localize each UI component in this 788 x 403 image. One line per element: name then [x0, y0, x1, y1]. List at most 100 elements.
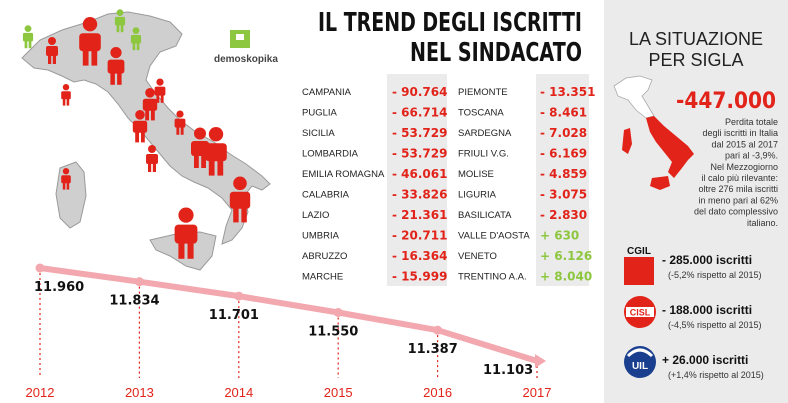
mini-map-sicily — [650, 176, 670, 190]
region-value: - 2.830 — [540, 208, 587, 222]
region-value: - 15.999 — [392, 270, 447, 284]
region-name: BASILICATA — [458, 210, 512, 221]
region-value: - 16.364 — [392, 249, 447, 263]
region-name: TRENTINO A.A. — [458, 272, 527, 283]
panel-description-line: degli iscritti in Italia — [702, 128, 778, 138]
trend-value-label: 11.701 — [209, 308, 259, 323]
region-value: - 7.028 — [540, 126, 587, 140]
uil-change: + 26.000 iscritti — [662, 353, 748, 367]
region-name: FRIULI V.G. — [458, 149, 509, 160]
year-label: 2015 — [324, 385, 353, 400]
cisl-logo-band — [626, 307, 654, 317]
region-value: - 4.859 — [540, 167, 587, 181]
panel-title-line1: LA SITUAZIONE — [629, 29, 763, 49]
region-name: PUGLIA — [302, 108, 338, 119]
title-line1: IL TREND DEGLI ISCRITTI — [318, 8, 582, 38]
region-name: PIEMONTE — [458, 87, 508, 98]
region-value: + 8.040 — [540, 270, 592, 284]
region-name: SARDEGNA — [458, 128, 512, 139]
trend-point — [333, 307, 343, 317]
region-value: - 46.061 — [392, 167, 447, 181]
region-name: TOSCANA — [458, 108, 504, 119]
trend-point — [35, 263, 45, 273]
trend-arrow — [535, 354, 546, 368]
cgil-change: - 285.000 iscritti — [662, 253, 752, 267]
trend-chart: 11.960 2012 11.834 2013 11.701 2014 11.550 2015… — [26, 263, 551, 400]
cgil-logo-text: CGIL — [627, 246, 651, 257]
panel-description-line: oltre 276 mila iscritti — [698, 184, 778, 194]
right-values-strip — [536, 74, 589, 286]
panel-title-line2: PER SIGLA — [648, 50, 743, 70]
person-icon — [61, 84, 71, 106]
region-name: LOMBARDIA — [302, 149, 359, 160]
uil-logo-text: UIL — [632, 361, 648, 372]
trend-value-label: 11.387 — [408, 342, 458, 357]
uil-logo-arc — [626, 348, 654, 358]
logo-text: demoskopika — [214, 54, 278, 65]
region-value: - 3.075 — [540, 188, 587, 202]
panel-description-line: il calo più rilevante: — [701, 173, 778, 183]
panel-description-line: del dato complessivo — [694, 207, 778, 217]
region-value: - 90.764 — [392, 85, 447, 99]
year-label: 2016 — [423, 385, 452, 400]
mini-map-sardinia — [622, 128, 632, 154]
italy-map — [21, 11, 271, 271]
panel-description-line: Perdita totale — [725, 117, 778, 127]
italy-mini-map — [613, 75, 694, 190]
year-label: 2013 — [125, 385, 154, 400]
regions-left-list: CAMPANIA - 90.764 PUGLIA - 66.714 SICILIA - 5… — [302, 85, 447, 284]
cisl-change-percent: (-4,5% rispetto al 2015) — [668, 320, 762, 330]
demoskopika-logo: demoskopika — [214, 30, 278, 65]
cisl-logo-text: CISL — [630, 308, 651, 318]
logo-mark-cut — [236, 34, 244, 40]
mini-map-north — [613, 75, 655, 119]
trend-value-label: 11.103 — [483, 363, 533, 378]
region-name: ABRUZZO — [302, 251, 347, 262]
trend-line — [37, 265, 540, 364]
trend-point — [433, 325, 443, 335]
region-value: - 33.826 — [392, 188, 447, 202]
region-name: LIGURIA — [458, 190, 497, 201]
cgil-logo — [624, 257, 654, 285]
region-name: MARCHE — [302, 272, 343, 283]
region-value: - 21.361 — [392, 208, 447, 222]
trend-point — [234, 291, 244, 301]
panel-total: -447.000 — [676, 89, 776, 114]
region-value: - 20.711 — [392, 229, 447, 243]
region-name: VALLE D'AOSTA — [458, 231, 530, 242]
region-name: SICILIA — [302, 128, 335, 139]
panel-description-line: italiano. — [747, 218, 778, 228]
trend-value-label: 11.834 — [109, 294, 159, 309]
union-list: CGIL - 285.000 iscritti (-5,2% rispetto al… — [624, 246, 764, 380]
region-name: LAZIO — [302, 210, 329, 221]
panel-description-line: Nel Mezzogiorno — [710, 162, 778, 172]
region-name: EMILIA ROMAGNA — [302, 169, 385, 180]
cisl-change: - 188.000 iscritti — [662, 303, 752, 317]
region-value: - 53.729 — [392, 126, 447, 140]
region-value: + 6.126 — [540, 249, 592, 263]
region-value: - 8.461 — [540, 106, 587, 120]
trend-value-label: 11.550 — [308, 324, 358, 339]
region-value: + 630 — [540, 229, 579, 243]
region-name: CALABRIA — [302, 190, 350, 201]
left-values-strip — [387, 74, 447, 286]
mini-map-south — [646, 116, 694, 178]
sardinia — [55, 161, 87, 229]
person-icon — [22, 25, 34, 49]
panel-description-line: pari al -3,9%. — [725, 151, 778, 161]
year-label: 2012 — [26, 385, 55, 400]
title-line2: NEL SINDACATO — [410, 38, 582, 68]
panel-description: Perdita totale degli iscritti in Italia da… — [694, 117, 778, 228]
region-value: - 6.169 — [540, 147, 587, 161]
trend-value-label: 11.960 — [34, 280, 84, 295]
region-value: - 53.729 — [392, 147, 447, 161]
region-name: MOLISE — [458, 169, 494, 180]
cgil-change-percent: (-5,2% rispetto al 2015) — [668, 270, 762, 280]
regions-right-list: PIEMONTE - 13.351 TOSCANA - 8.461 SARDEGNA - … — [458, 85, 595, 284]
side-panel — [604, 0, 788, 403]
year-label: 2014 — [224, 385, 253, 400]
region-name: VENETO — [458, 251, 497, 262]
region-name: UMBRIA — [302, 231, 340, 242]
